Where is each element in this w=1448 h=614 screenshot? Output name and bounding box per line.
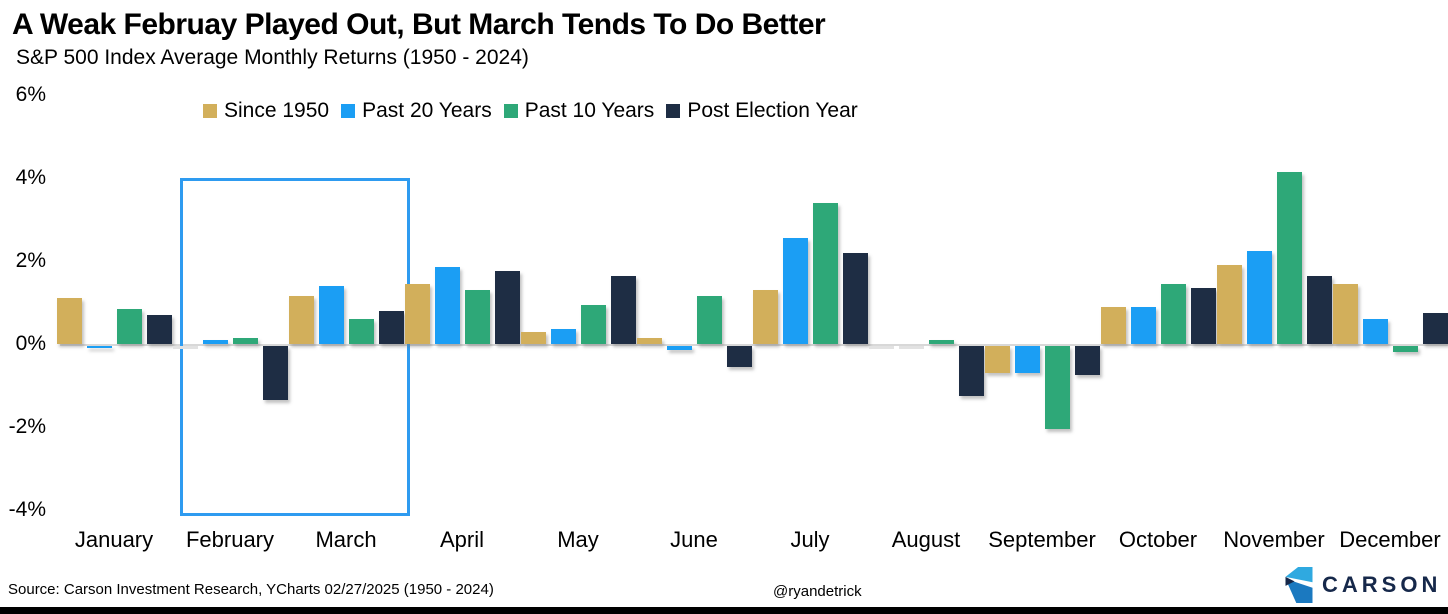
month-label: July — [790, 527, 830, 552]
bar-november-past-20-years — [1246, 250, 1272, 344]
bar-august-past-20-years — [898, 346, 924, 349]
month-label: November — [1223, 527, 1325, 552]
bar-september-since-1950 — [984, 346, 1010, 373]
month-label: February — [185, 527, 275, 552]
bar-january-past-20-years — [86, 346, 112, 349]
legend-label: Past 10 Years — [524, 99, 655, 122]
bar-december-past-10-years — [1392, 346, 1418, 353]
carson-wordmark: CARSON — [1322, 572, 1442, 597]
y-tick-label: -2% — [8, 415, 46, 438]
bar-february-past-10-years — [232, 337, 258, 344]
month-label: April — [439, 527, 484, 552]
bar-january-past-10-years — [116, 308, 142, 344]
legend-swatch-icon — [341, 104, 356, 118]
bar-february-since-1950 — [172, 346, 198, 349]
carson-logo: CARSON — [1285, 567, 1441, 603]
bar-november-post-election-year — [1306, 275, 1332, 344]
bottom-black-bar — [0, 607, 1448, 614]
bar-april-past-10-years — [464, 290, 490, 344]
bar-july-since-1950 — [752, 290, 778, 344]
legend-item: Past 20 Years — [341, 99, 492, 123]
month-label: August — [891, 527, 961, 552]
month-label: March — [315, 527, 377, 552]
y-tick-label: 0% — [15, 332, 46, 355]
legend-label: Since 1950 — [224, 99, 330, 122]
bar-july-past-20-years — [782, 238, 808, 344]
bar-november-past-10-years — [1276, 171, 1302, 344]
bar-march-post-election-year — [378, 310, 404, 344]
bar-may-since-1950 — [520, 331, 546, 344]
bar-june-post-election-year — [726, 346, 752, 367]
chart-plot: January February March April May June July Augu… — [56, 95, 1448, 565]
month-label: June — [670, 527, 718, 552]
legend-label: Post Election Year — [687, 99, 858, 122]
bar-october-past-10-years — [1160, 283, 1186, 344]
bar-june-since-1950 — [636, 337, 662, 344]
bar-may-post-election-year — [610, 275, 636, 344]
legend-item: Since 1950 — [203, 99, 329, 123]
bar-november-since-1950 — [1216, 265, 1242, 344]
bar-february-past-20-years — [202, 339, 228, 344]
y-tick-label: 6% — [15, 83, 46, 106]
bar-april-since-1950 — [404, 283, 430, 344]
y-tick-label: 2% — [15, 249, 46, 272]
bar-august-since-1950 — [868, 346, 894, 349]
month-label: September — [988, 527, 1096, 552]
bar-september-post-election-year — [1074, 346, 1100, 376]
bar-october-post-election-year — [1190, 287, 1216, 344]
legend-item: Post Election Year — [666, 99, 858, 123]
bar-february-post-election-year — [262, 346, 288, 400]
y-tick-label: 4% — [15, 166, 46, 189]
carson-chevron-icon — [1285, 567, 1313, 603]
bar-may-past-10-years — [580, 304, 606, 344]
source-note: Source: Carson Investment Research, YCha… — [8, 581, 494, 598]
legend-label: Past 20 Years — [362, 99, 492, 122]
legend-item: Past 10 Years — [503, 99, 655, 123]
bar-march-since-1950 — [288, 296, 314, 344]
bar-june-past-10-years — [696, 296, 722, 344]
bar-december-since-1950 — [1332, 283, 1358, 344]
author-handle: @ryandetrick — [773, 583, 862, 600]
bar-october-since-1950 — [1100, 306, 1126, 344]
bar-december-past-20-years — [1362, 319, 1388, 344]
bar-september-past-10-years — [1044, 346, 1070, 429]
bar-july-past-10-years — [812, 202, 838, 344]
bar-september-past-20-years — [1014, 346, 1040, 373]
y-tick-label: -4% — [8, 498, 46, 521]
chart-subtitle: S&P 500 Index Average Monthly Returns (1… — [16, 46, 529, 69]
bar-august-post-election-year — [958, 346, 984, 396]
month-label: December — [1339, 527, 1441, 552]
legend-swatch-icon — [203, 104, 217, 118]
bar-april-post-election-year — [494, 271, 520, 344]
bar-january-since-1950 — [56, 298, 82, 344]
chart-title: A Weak Februay Played Out, But March Ten… — [12, 8, 826, 41]
bar-january-post-election-year — [146, 314, 172, 344]
highlight-box-feb-march — [180, 178, 410, 516]
month-label: May — [557, 527, 599, 552]
bar-april-past-20-years — [434, 267, 460, 344]
bar-december-post-election-year — [1422, 312, 1448, 344]
legend-swatch-icon — [666, 104, 681, 118]
month-label: January — [74, 527, 154, 552]
bar-august-past-10-years — [928, 339, 954, 344]
bar-march-past-10-years — [348, 319, 374, 344]
bar-march-past-20-years — [318, 285, 344, 344]
bar-october-past-20-years — [1130, 306, 1156, 344]
chart-legend: Since 1950 Past 20 Years Past 10 Years Post… — [203, 99, 858, 123]
zero-axis-line — [60, 344, 1448, 346]
bar-june-past-20-years — [666, 346, 692, 351]
legend-swatch-icon — [503, 104, 518, 118]
month-label: October — [1118, 527, 1198, 552]
bar-july-post-election-year — [842, 252, 868, 344]
bar-may-past-20-years — [550, 329, 576, 344]
